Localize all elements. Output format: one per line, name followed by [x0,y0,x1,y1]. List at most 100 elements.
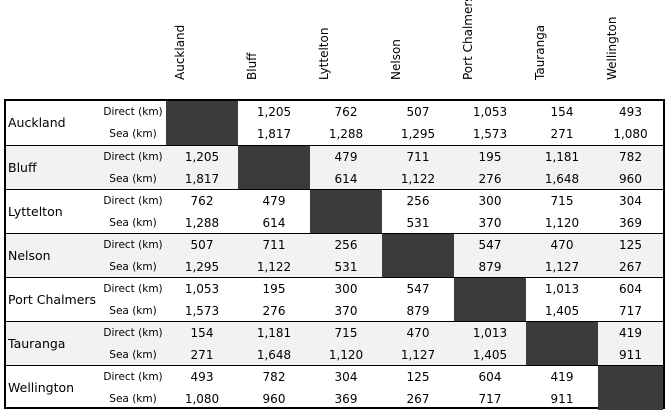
direct-label: Direct (km) [103,283,163,295]
row-city-label: Wellington [8,380,75,395]
diagonal-block [382,234,454,278]
row-city-label: Port Chalmers [8,292,97,307]
direct-distance-cell: 419 [619,326,642,340]
sea-distance-cell: 1,295 [400,127,436,141]
column-header: Bluff [216,0,286,96]
diagonal-block [310,190,382,234]
direct-distance-cell: 1,181 [544,150,580,164]
column-header: Tauranga [504,0,574,96]
sea-distance-cell: 531 [406,216,430,230]
direct-label: Direct (km) [103,195,163,207]
direct-distance-cell: 711 [262,238,286,252]
direct-distance-cell: 715 [334,326,358,340]
sea-distance-cell: 370 [334,304,358,318]
sea-distance-cell: 369 [334,392,358,406]
sea-distance-cell: 1,648 [256,348,292,362]
direct-distance-cell: 493 [190,370,214,384]
direct-distance-cell: 782 [262,370,286,384]
column-header-label: Wellington [605,16,619,80]
sea-distance-cell: 1,295 [184,260,220,274]
sea-distance-cell: 276 [478,172,502,186]
sea-distance-cell: 1,122 [400,172,436,186]
direct-distance-cell: 547 [478,238,502,252]
column-header: Lyttelton [288,0,358,96]
sea-distance-cell: 1,120 [328,348,364,362]
column-header-label: Nelson [389,39,403,80]
direct-distance-cell: 715 [550,194,574,208]
table-row: Tauranga Direct (km) 154 1,181 715 470 1,013 41… [6,321,663,366]
column-header: Nelson [360,0,430,96]
table-row: Auckland Direct (km) 1,205 762 507 1,053 154 49… [6,101,663,145]
direct-distance-cell: 762 [334,105,358,119]
table-row: Wellington Direct (km) 493 782 304 125 604 419 S… [6,365,663,410]
direct-distance-cell: 304 [334,370,358,384]
diagonal-block [454,278,526,322]
column-header: Auckland [144,0,214,96]
direct-distance-cell: 1,205 [256,105,292,119]
sea-distance-cell: 1,817 [184,172,220,186]
direct-distance-cell: 604 [619,282,642,296]
sea-distance-cell: 1,817 [256,127,292,141]
row-city-label: Tauranga [8,336,66,351]
direct-distance-cell: 300 [334,282,358,296]
table-row: Port Chalmers Direct (km) 1,053 195 300 547 1,… [6,277,663,322]
direct-distance-cell: 493 [619,105,642,119]
sea-distance-cell: 1,127 [544,260,580,274]
column-header-label: Tauranga [533,24,547,80]
diagonal-block [166,101,238,145]
sea-distance-cell: 1,405 [472,348,508,362]
sea-distance-cell: 370 [478,216,502,230]
direct-distance-cell: 604 [478,370,502,384]
direct-distance-cell: 125 [406,370,430,384]
direct-distance-cell: 125 [619,238,642,252]
direct-distance-cell: 195 [262,282,286,296]
direct-distance-cell: 479 [334,150,358,164]
column-header-label: Lyttelton [317,27,331,80]
sea-distance-cell: 276 [262,304,286,318]
sea-distance-cell: 614 [334,172,358,186]
sea-distance-cell: 911 [619,348,642,362]
sea-distance-cell: 1,080 [184,392,220,406]
sea-distance-cell: 267 [406,392,430,406]
direct-distance-cell: 782 [619,150,642,164]
direct-distance-cell: 547 [406,282,430,296]
column-header-label: Auckland [173,24,187,80]
direct-distance-cell: 256 [406,194,430,208]
row-city-label: Nelson [8,248,51,263]
table-row: Lyttelton Direct (km) 762 479 256 300 715 304 Se… [6,189,663,234]
direct-distance-cell: 1,053 [184,282,220,296]
sea-label: Sea (km) [109,173,157,185]
column-header-label: Bluff [245,52,259,80]
direct-distance-cell: 711 [406,150,430,164]
sea-distance-cell: 717 [619,304,642,318]
direct-distance-cell: 256 [334,238,358,252]
sea-label: Sea (km) [109,128,157,140]
diagonal-block [526,322,598,366]
sea-label: Sea (km) [109,217,157,229]
direct-distance-cell: 195 [478,150,502,164]
column-header: Wellington [576,0,646,96]
direct-label: Direct (km) [103,327,163,339]
sea-distance-cell: 1,288 [184,216,220,230]
direct-distance-cell: 1,013 [472,326,508,340]
sea-label: Sea (km) [109,393,157,405]
sea-distance-cell: 717 [478,392,502,406]
direct-distance-cell: 1,181 [256,326,292,340]
sea-distance-cell: 911 [550,392,574,406]
sea-label: Sea (km) [109,261,157,273]
direct-distance-cell: 1,205 [184,150,220,164]
direct-distance-cell: 154 [550,105,574,119]
diagonal-block [598,366,663,410]
sea-distance-cell: 879 [478,260,502,274]
row-city-label: Lyttelton [8,204,63,219]
direct-distance-cell: 304 [619,194,642,208]
sea-label: Sea (km) [109,305,157,317]
sea-distance-cell: 1,080 [613,127,648,141]
direct-distance-cell: 507 [406,105,430,119]
sea-distance-cell: 271 [550,127,574,141]
sea-distance-cell: 1,122 [256,260,292,274]
sea-distance-cell: 369 [619,216,642,230]
sea-distance-cell: 1,127 [400,348,436,362]
direct-distance-cell: 470 [550,238,574,252]
direct-distance-cell: 1,053 [472,105,508,119]
